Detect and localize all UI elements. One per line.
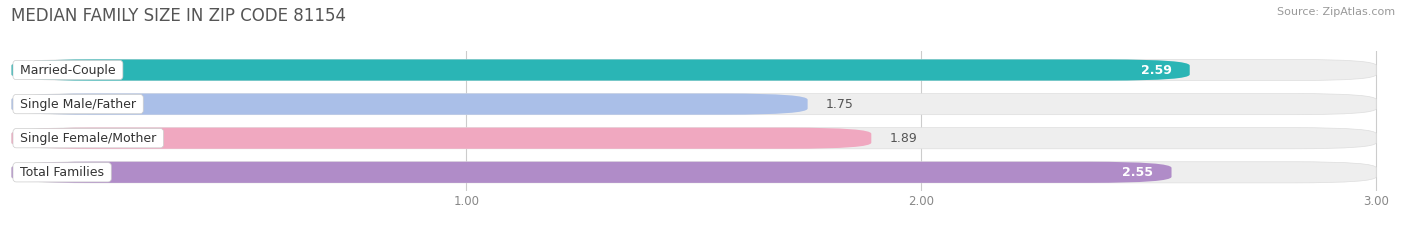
- Text: Married-Couple: Married-Couple: [15, 64, 120, 76]
- Text: Total Families: Total Families: [15, 166, 108, 179]
- FancyBboxPatch shape: [11, 162, 1376, 183]
- FancyBboxPatch shape: [11, 59, 1376, 81]
- FancyBboxPatch shape: [11, 93, 807, 115]
- FancyBboxPatch shape: [11, 162, 1171, 183]
- Text: 2.55: 2.55: [1122, 166, 1153, 179]
- Text: MEDIAN FAMILY SIZE IN ZIP CODE 81154: MEDIAN FAMILY SIZE IN ZIP CODE 81154: [11, 7, 346, 25]
- Text: 1.75: 1.75: [825, 98, 853, 111]
- FancyBboxPatch shape: [11, 59, 1189, 81]
- Text: 1.89: 1.89: [890, 132, 917, 145]
- FancyBboxPatch shape: [11, 93, 1376, 115]
- Text: Source: ZipAtlas.com: Source: ZipAtlas.com: [1277, 7, 1395, 17]
- FancyBboxPatch shape: [11, 128, 872, 149]
- Text: Single Female/Mother: Single Female/Mother: [15, 132, 160, 145]
- FancyBboxPatch shape: [11, 128, 1376, 149]
- Text: 2.59: 2.59: [1140, 64, 1171, 76]
- Text: Single Male/Father: Single Male/Father: [15, 98, 141, 111]
